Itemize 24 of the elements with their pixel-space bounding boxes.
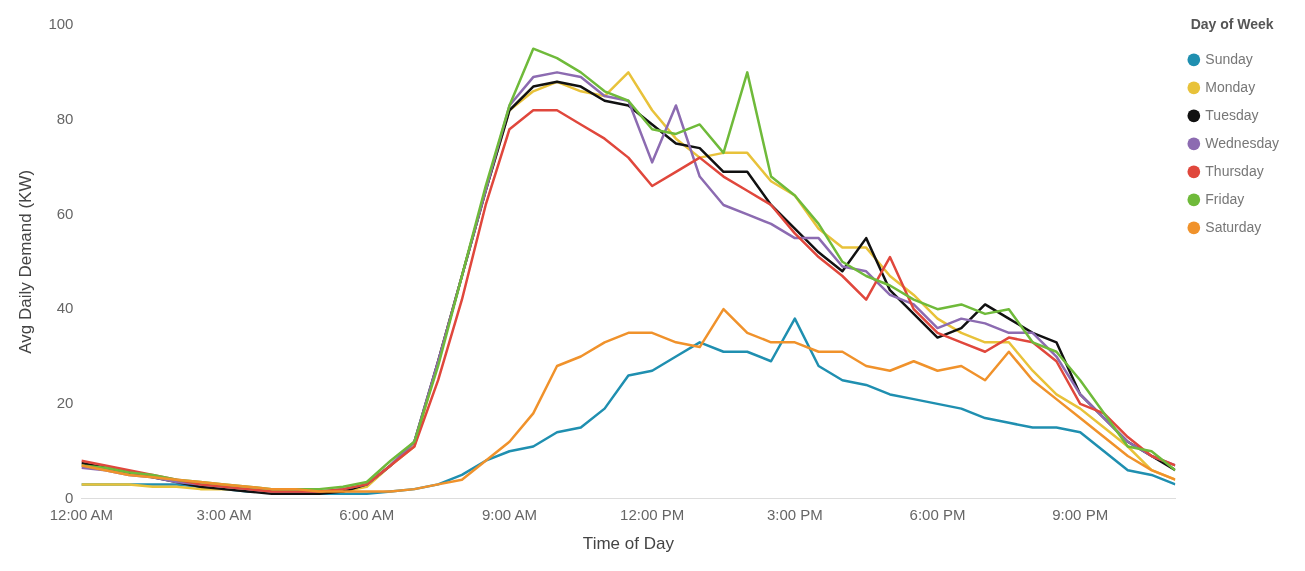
y-tick-label: 0 bbox=[65, 488, 74, 506]
x-tick-label: 12:00 PM bbox=[620, 505, 685, 523]
legend-label: Monday bbox=[1205, 78, 1256, 95]
y-axis-title: Avg Daily Demand (KW) bbox=[15, 169, 35, 354]
y-tick-label: 100 bbox=[48, 15, 74, 33]
x-tick-label: 12:00 AM bbox=[49, 505, 114, 523]
y-tick-label: 80 bbox=[56, 109, 74, 127]
x-tick-label: 6:00 PM bbox=[909, 505, 966, 523]
legend-label: Wednesday bbox=[1205, 134, 1280, 151]
legend-title: Day of Week bbox=[1190, 15, 1274, 32]
legend-label: Sunday bbox=[1205, 50, 1253, 67]
x-tick-label: 3:00 AM bbox=[196, 505, 252, 523]
y-tick-label: 40 bbox=[56, 299, 74, 317]
x-tick-label: 6:00 AM bbox=[339, 505, 395, 523]
x-tick-label: 9:00 PM bbox=[1052, 505, 1109, 523]
legend-label: Saturday bbox=[1205, 218, 1262, 235]
y-tick-label: 60 bbox=[56, 204, 74, 222]
x-tick-label: 3:00 PM bbox=[766, 505, 823, 523]
legend-label: Tuesday bbox=[1205, 106, 1259, 123]
x-tick-label: 9:00 AM bbox=[481, 505, 537, 523]
y-tick-label: 20 bbox=[56, 394, 74, 412]
legend-label: Thursday bbox=[1205, 162, 1264, 179]
x-axis-title: Time of Day bbox=[582, 534, 675, 554]
legend-label: Friday bbox=[1205, 190, 1245, 207]
